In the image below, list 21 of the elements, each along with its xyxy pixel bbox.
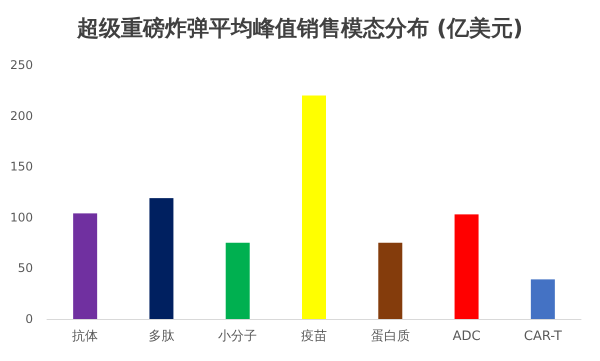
y-tick-label: 100 [10, 210, 33, 224]
chart-title: 超级重磅炸弹平均峰值销售模态分布 (亿美元) [76, 16, 523, 42]
bar [149, 198, 174, 319]
bar [454, 214, 479, 319]
x-tick-label: CAR-T [524, 329, 562, 344]
y-tick-label: 0 [25, 312, 33, 326]
x-tick-label: 抗体 [72, 329, 98, 344]
y-tick-label: 50 [18, 261, 33, 276]
bar [530, 279, 555, 319]
x-tick-label: 疫苗 [301, 329, 327, 344]
bar [226, 242, 250, 319]
x-tick-label: 多肽 [148, 329, 174, 344]
y-tick-label: 150 [10, 160, 33, 174]
y-tick-label: 200 [10, 108, 33, 123]
bar [73, 213, 98, 319]
x-tick-label: 小分子 [218, 329, 258, 344]
x-tick-label: 蛋白质 [370, 329, 410, 344]
y-tick-label: 250 [10, 58, 33, 72]
x-tick-label: ADC [452, 329, 481, 344]
bar [378, 242, 402, 319]
bar [302, 95, 326, 319]
